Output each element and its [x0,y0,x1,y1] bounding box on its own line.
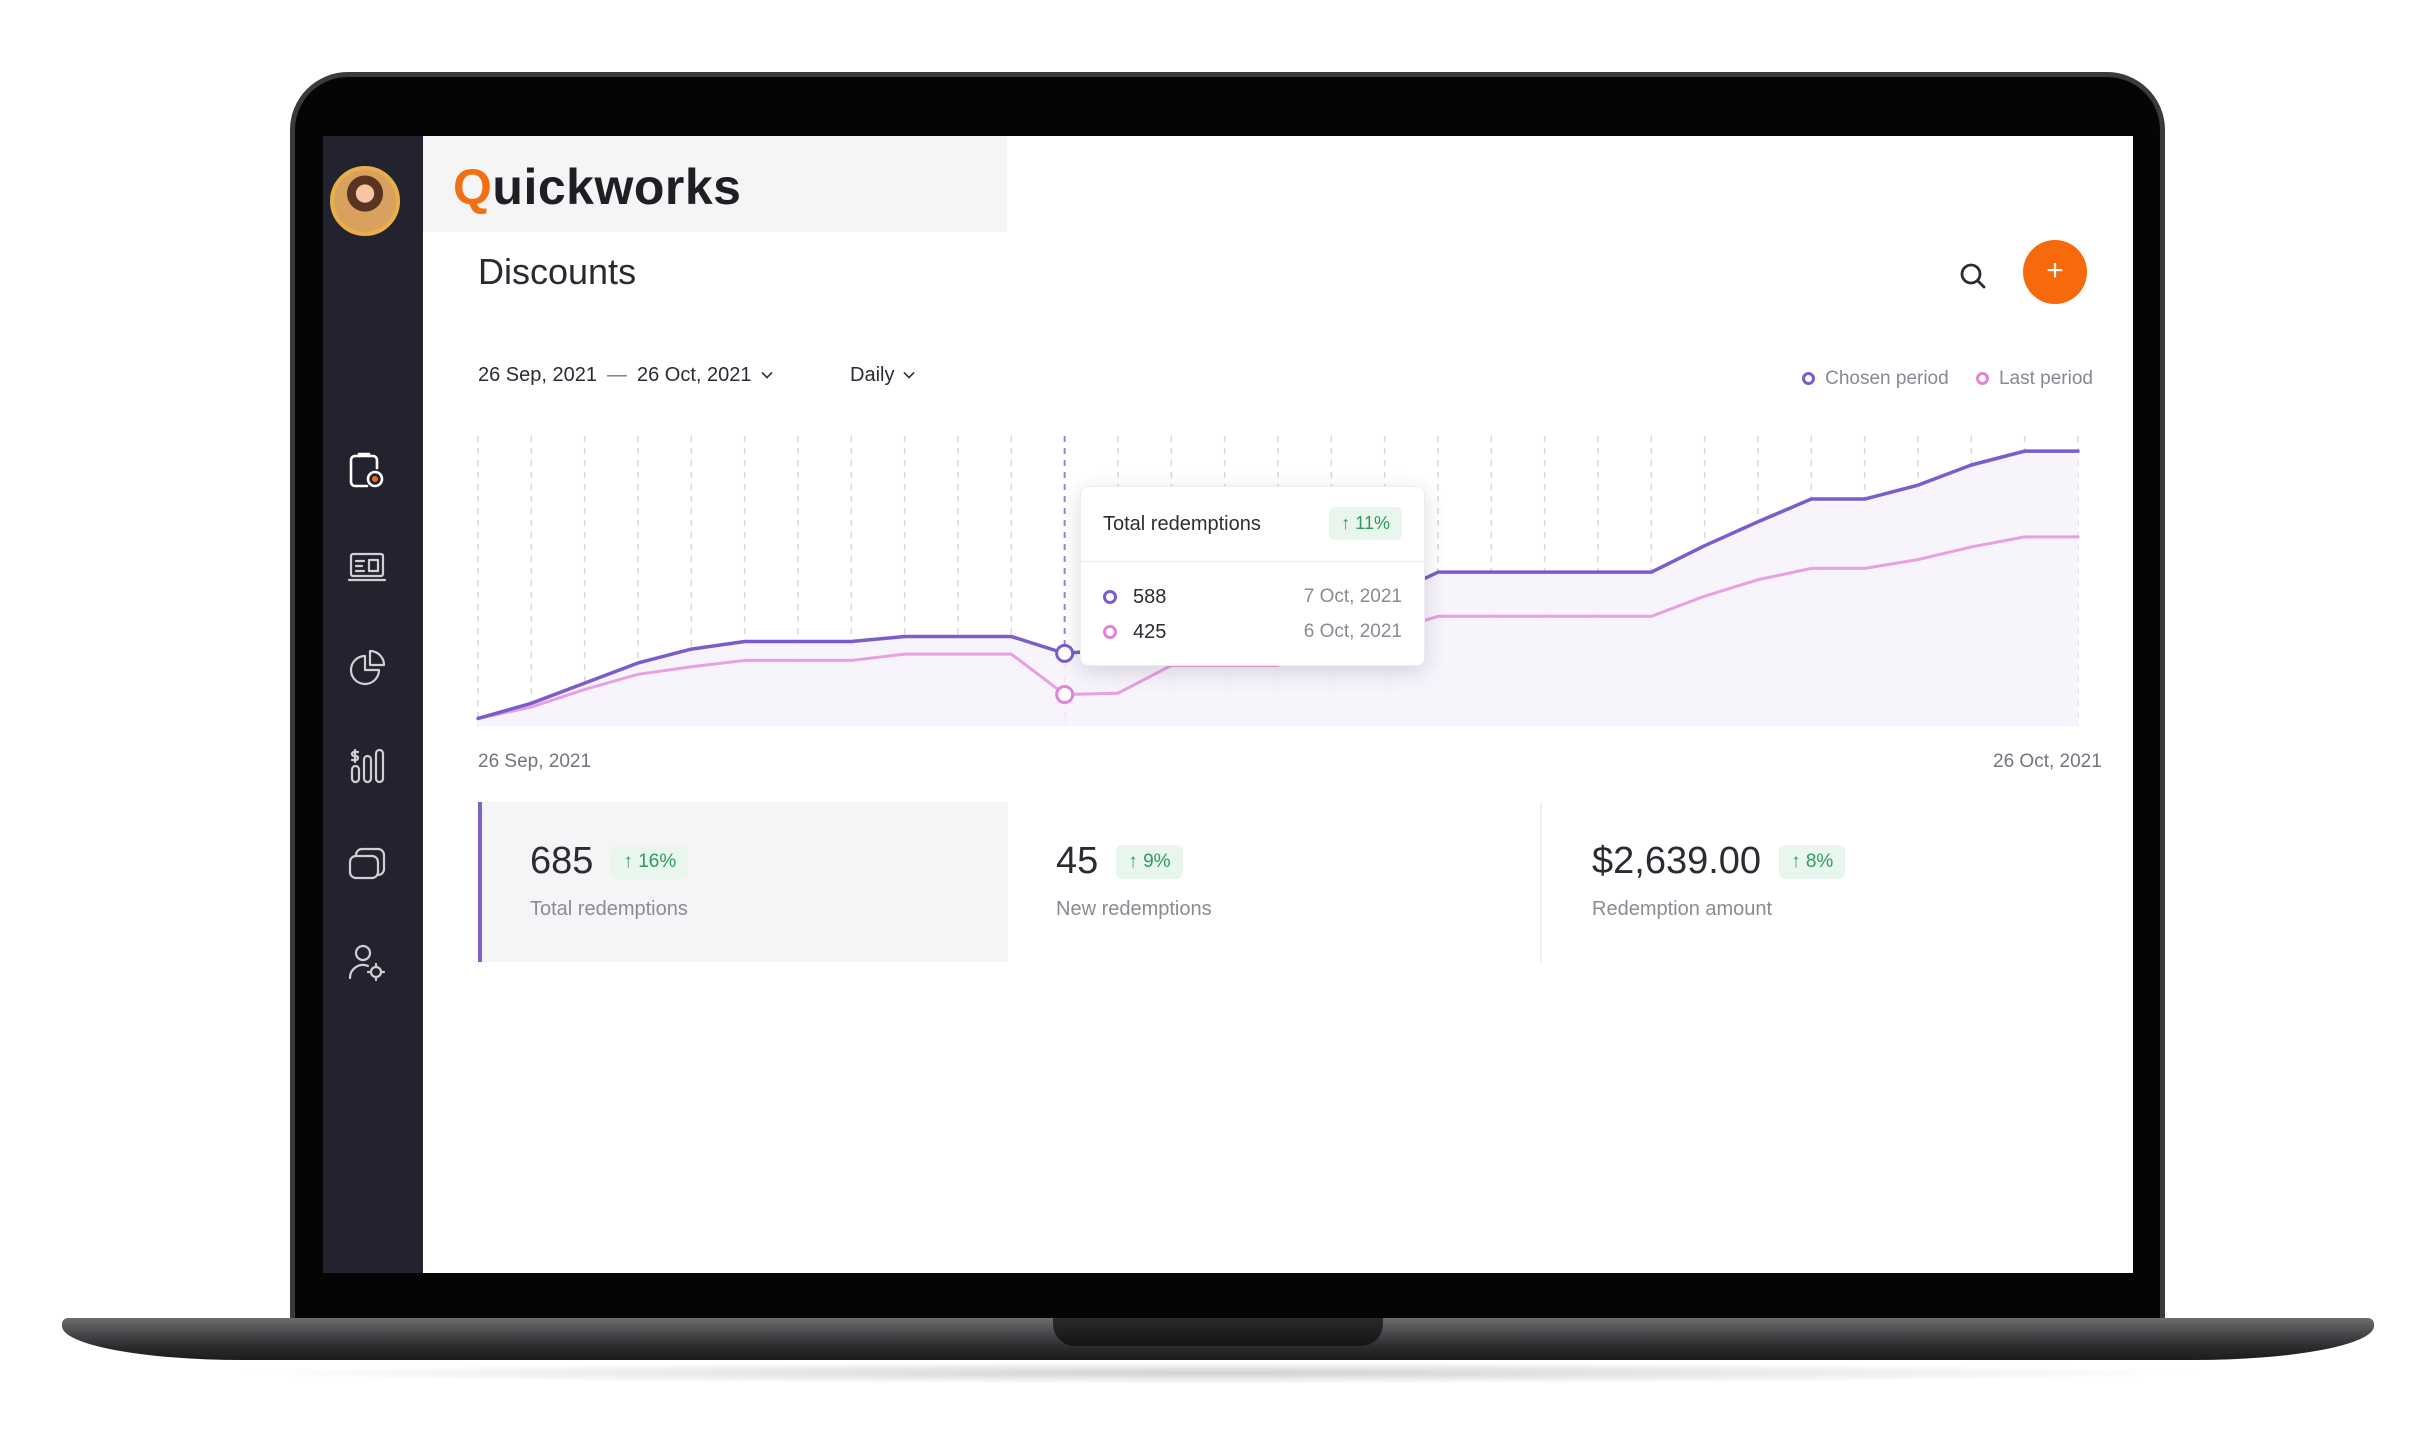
stat-value: 685 ↑ 16% [530,840,689,883]
search-button[interactable] [1953,256,1993,296]
tooltip-change-badge: ↑ 11% [1329,507,1402,540]
date-separator: — [607,364,627,386]
laptop-notch [1053,1318,1383,1346]
sidebar [323,136,423,1273]
date-end: 26 Oct, 2021 [637,364,752,386]
stats-row: 685 ↑ 16% Total redemptions 45 ↑ 9% New re… [478,802,2088,962]
stat-card-new-redemptions[interactable]: 45 ↑ 9% New redemptions [1008,802,1538,962]
revenue-bars-icon[interactable] [345,744,389,788]
legend-chosen-dot [1802,372,1816,385]
laptop-shadow [220,1362,2216,1384]
legend-last-dot [1975,372,1989,385]
stat-change-badge: ↑ 16% [611,845,689,879]
last-period-point [1055,684,1075,704]
legend-last-period[interactable]: Last period [1975,368,2093,390]
stat-label: Total redemptions [530,898,688,920]
cards-icon[interactable] [345,842,389,886]
pie-chart-icon[interactable] [345,646,389,690]
avatar[interactable] [330,166,400,236]
brand-bar: Quickworks [423,136,1007,232]
discount-tag-icon[interactable] [345,448,389,492]
granularity-select[interactable]: Daily [850,364,916,387]
tooltip-row-chosen: 588 7 Oct, 2021 [1103,586,1402,609]
stat-card-redemption-amount[interactable]: $2,639.00 ↑ 8% Redemption amount [1544,802,2074,962]
tooltip-divider [1081,561,1424,562]
stat-change-badge: ↑ 9% [1116,845,1183,879]
add-discount-button[interactable]: + [2023,240,2087,304]
chevron-down-icon [760,367,773,379]
page-title: Discounts [478,251,637,292]
last-period-ring-icon [1103,625,1117,639]
x-axis-end-label: 26 Oct, 2021 [1993,751,2102,772]
stat-card-total-redemptions[interactable]: 685 ↑ 16% Total redemptions [478,802,1008,962]
date-start: 26 Sep, 2021 [478,364,597,386]
user-settings-icon[interactable] [345,940,389,984]
invoice-icon[interactable] [345,546,389,590]
tooltip-row-last: 425 6 Oct, 2021 [1103,621,1402,644]
stat-label: Redemption amount [1592,898,1773,920]
screen: Quickworks Discounts + 26 Sep, 2021 — 26 O… [323,136,2133,1273]
granularity-value: Daily [850,364,895,386]
stat-value: $2,639.00 ↑ 8% [1592,840,1846,883]
chevron-down-icon [903,367,916,379]
main-content: Quickworks Discounts + 26 Sep, 2021 — 26 O… [423,136,2133,1273]
brand-logo: Quickworks [453,159,742,215]
tooltip-title: Total redemptions [1103,513,1261,535]
redemptions-chart [476,436,2080,726]
stat-divider [1540,802,1542,962]
chart-tooltip: Total redemptions ↑ 11% 588 7 Oct, 2021 … [1080,486,1425,666]
search-icon [1960,263,1986,289]
x-axis-start-label: 26 Sep, 2021 [478,751,592,772]
stat-value: 45 ↑ 9% [1056,840,1183,883]
stat-change-badge: ↑ 8% [1779,845,1846,879]
legend-chosen-period[interactable]: Chosen period [1802,368,1949,390]
chart-legend: Chosen period Last period [1780,368,2093,390]
stat-label: New redemptions [1056,898,1212,920]
date-range-picker[interactable]: 26 Sep, 2021 — 26 Oct, 2021 [478,364,773,387]
chosen-period-ring-icon [1103,590,1117,604]
chosen-period-point [1055,643,1075,663]
